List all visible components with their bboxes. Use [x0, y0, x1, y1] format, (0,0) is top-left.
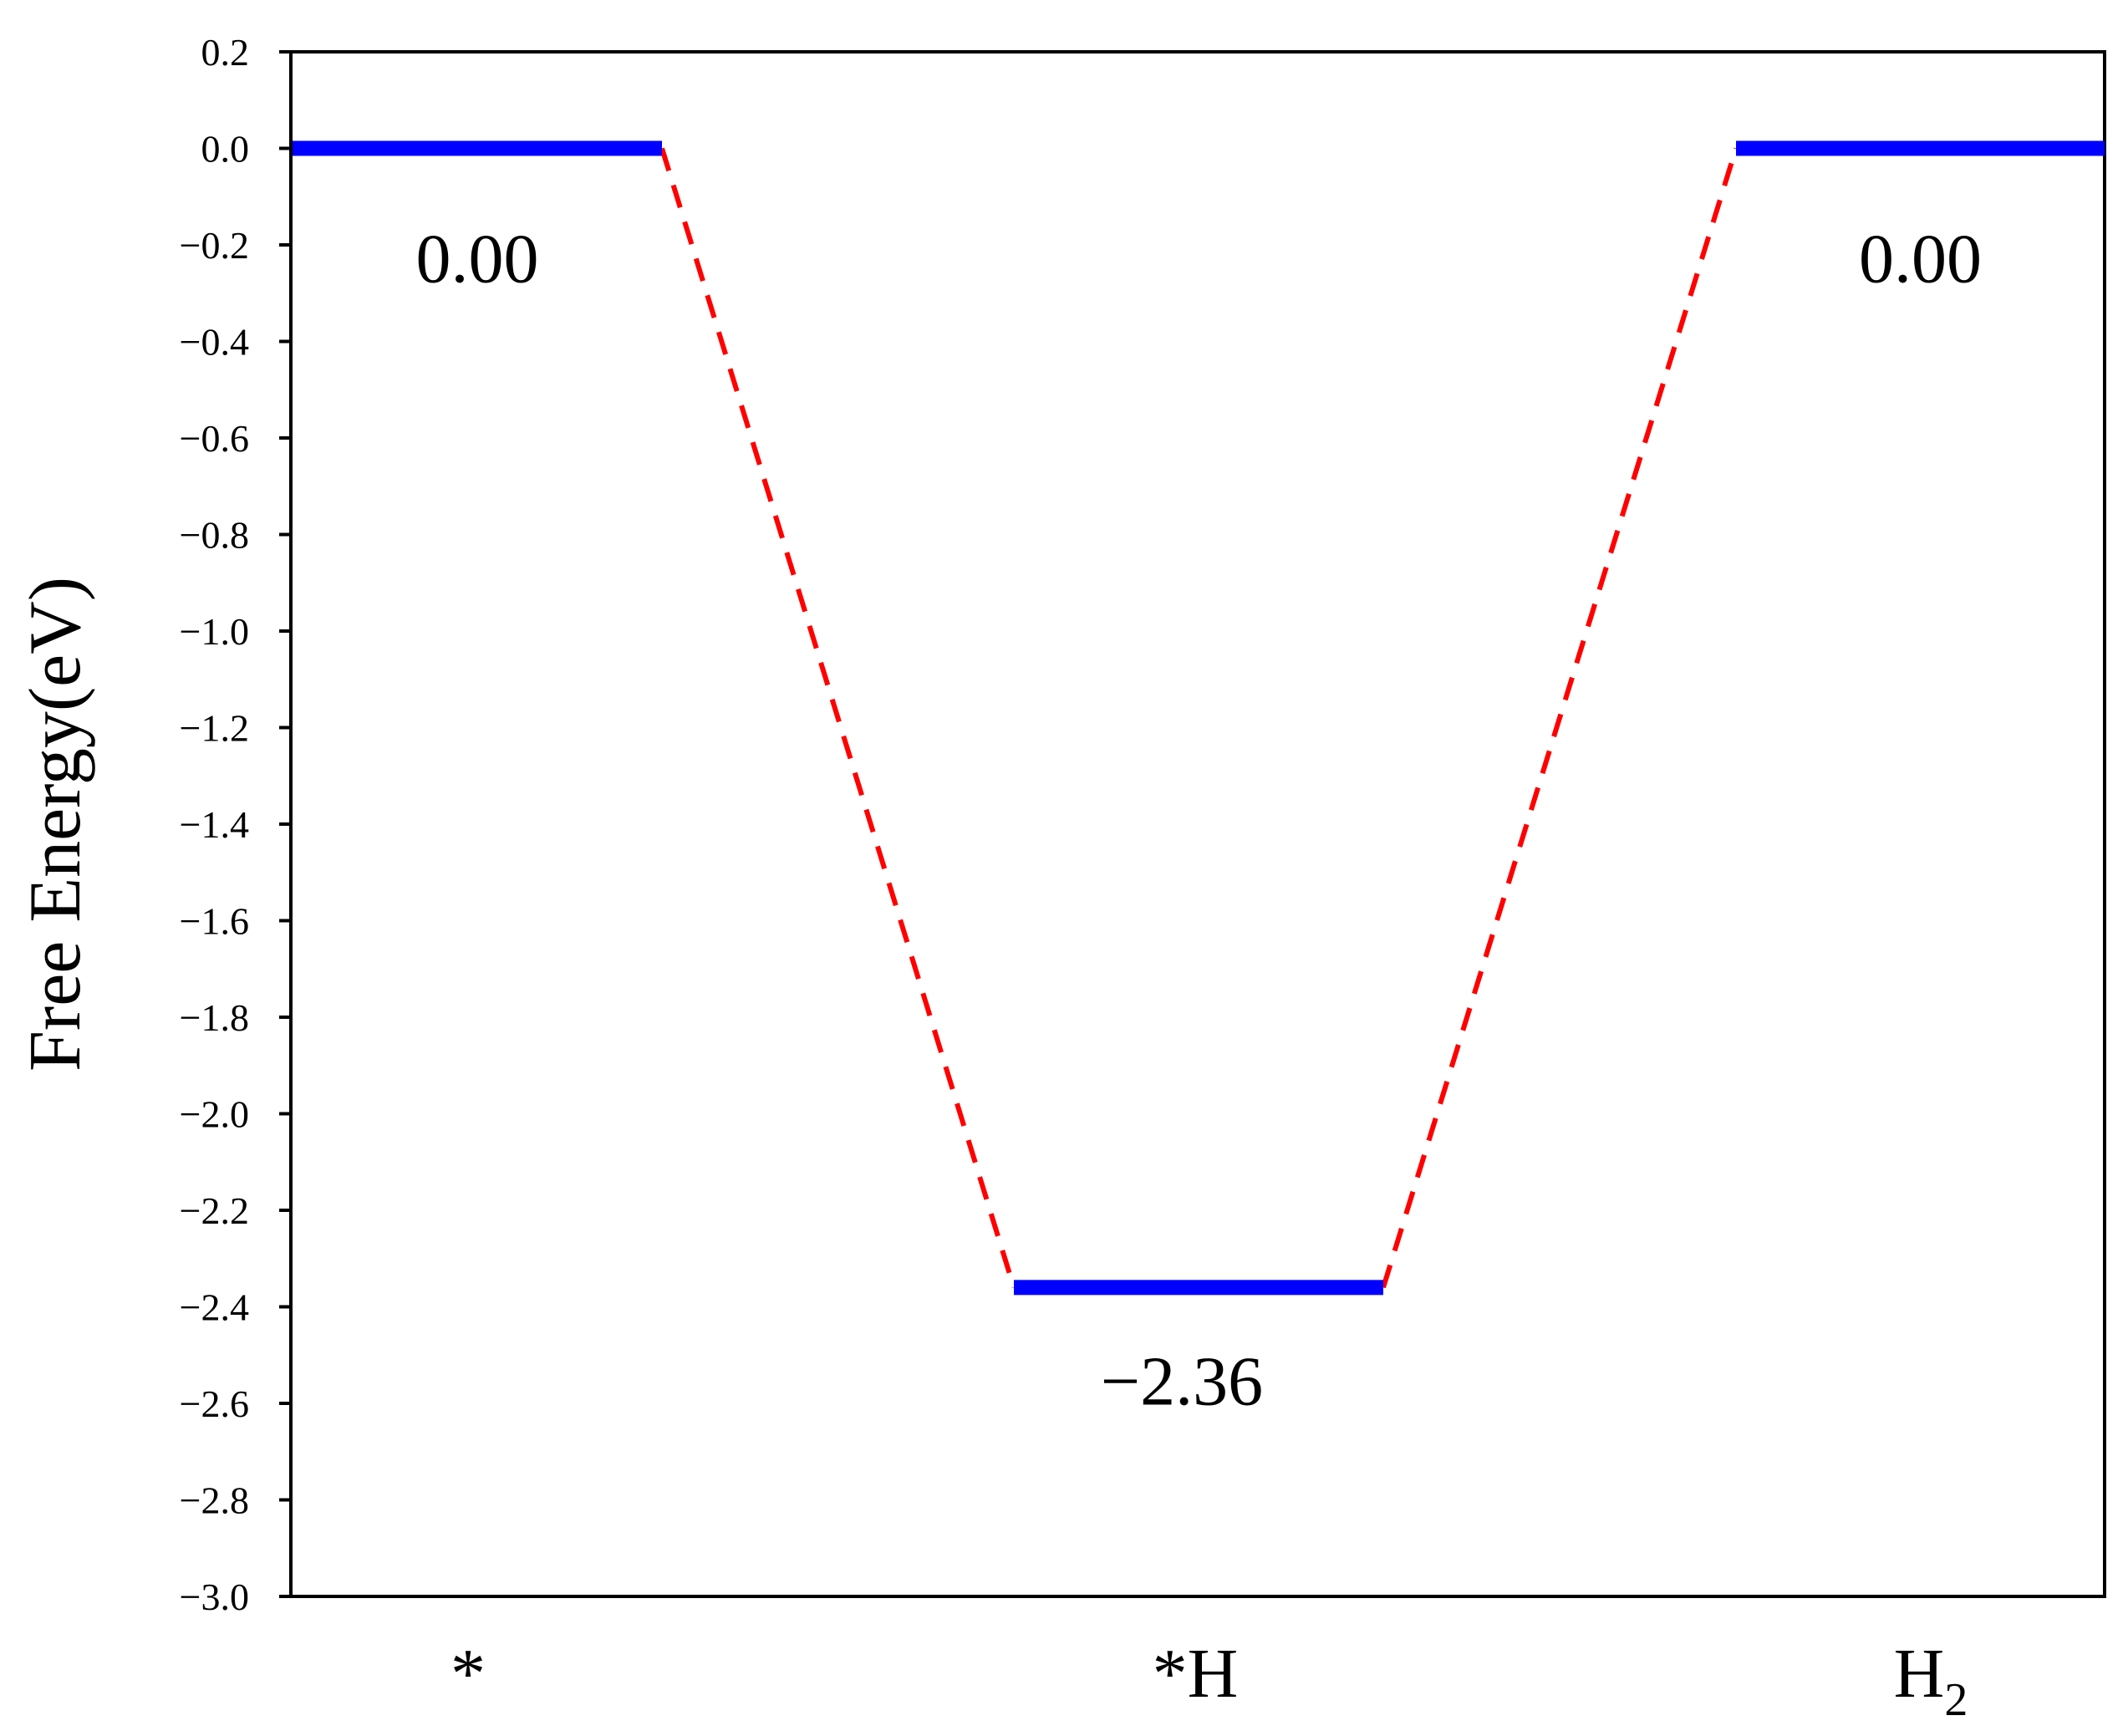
y-tick-label: −2.6	[180, 1382, 249, 1425]
y-tick-label: −0.4	[180, 321, 249, 364]
y-tick-label: −1.2	[180, 707, 249, 750]
y-tick-label: −1.8	[180, 996, 249, 1039]
y-tick-label: −1.6	[180, 900, 249, 943]
y-axis-title: Free Energy(eV)	[15, 577, 96, 1072]
state-label: *	[451, 1635, 486, 1713]
y-tick-label: −2.8	[180, 1479, 249, 1522]
y-tick-label: −2.4	[180, 1286, 249, 1329]
connector-dashed-line	[1381, 147, 1739, 1289]
energy-value-label: −2.36	[1101, 1342, 1263, 1420]
y-tick-label: 0.2	[201, 31, 250, 74]
y-axis-ticks: 0.2 0.0 −0.2 −0.4 −0.6 −0.8 −1.0 −1.2 −1.4 −1.6 −1…	[180, 31, 291, 1618]
y-tick-label: −1.4	[180, 803, 249, 846]
y-tick-label: −0.6	[180, 417, 249, 460]
state-labels: * *H H2	[451, 1635, 1968, 1726]
energy-value-labels: 0.00 −2.36 0.00	[416, 221, 1983, 1421]
state-label: *H	[1153, 1635, 1239, 1713]
y-tick-label: −3.0	[180, 1576, 249, 1618]
energy-value-label: 0.00	[416, 221, 539, 298]
y-tick-label: −0.2	[180, 224, 249, 267]
state-label: H2	[1894, 1635, 1968, 1726]
y-tick-label: −1.0	[180, 610, 249, 653]
y-tick-label: −2.0	[180, 1093, 249, 1136]
energy-value-label: 0.00	[1859, 221, 1982, 298]
y-tick-label: −2.2	[180, 1189, 249, 1232]
state-label-subscript: 2	[1944, 1674, 1968, 1726]
energy-levels	[293, 140, 2105, 1296]
connector-lines	[659, 147, 1739, 1289]
y-tick-label: 0.0	[201, 128, 250, 171]
y-tick-label: −0.8	[180, 514, 249, 557]
connector-dashed-line	[659, 147, 1016, 1289]
